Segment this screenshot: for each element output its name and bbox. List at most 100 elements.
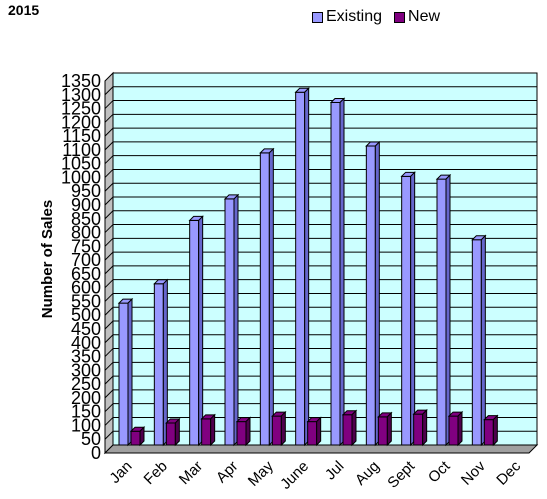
x-tick-label: May [245, 457, 277, 489]
y-tick-label: 1100 [62, 140, 101, 160]
y-tick-label: 1000 [61, 167, 101, 187]
x-tick-label: Aug [352, 458, 383, 489]
bar-existing-side [480, 234, 486, 447]
y-tick-label: 700 [71, 250, 101, 270]
x-tick-label: Dec [493, 457, 524, 488]
gridline-side [104, 224, 114, 233]
gridline-side [104, 251, 114, 261]
y-tick-label: 250 [71, 374, 101, 394]
y-tick-label: 200 [71, 388, 101, 408]
gridline-side [104, 210, 114, 220]
x-tick-label: June [277, 458, 312, 493]
bar-existing [189, 219, 200, 446]
gridline-side [104, 155, 114, 165]
y-tick-label: 1050 [61, 154, 101, 174]
x-tick-label: Apr [213, 458, 242, 487]
bar-existing [153, 283, 164, 446]
legend-label-existing: Existing [326, 8, 383, 25]
gridline-side [104, 389, 114, 399]
chart-title: 2015 [8, 2, 40, 18]
gridline-side [104, 306, 114, 316]
gridline-side [104, 430, 114, 440]
y-tick-label: 450 [71, 319, 101, 339]
legend: Existing New [312, 8, 440, 26]
y-tick-label: 1200 [61, 112, 101, 132]
bar-existing [224, 198, 235, 446]
bar-existing-side [304, 87, 310, 447]
bar-existing-side [233, 193, 239, 447]
gridline-side [104, 403, 114, 413]
y-tick-label: 350 [71, 347, 101, 367]
bar-new [130, 430, 141, 446]
y-tick-label: 650 [71, 264, 101, 284]
bar-new [483, 419, 494, 446]
y-tick-label: 900 [71, 195, 101, 215]
bar-existing-side [374, 140, 380, 447]
y-axis-label: Number of Sales [39, 200, 56, 318]
bar-new [377, 416, 388, 446]
bar-new-side [174, 417, 180, 447]
y-tick-label: 300 [71, 360, 101, 380]
bar-new [307, 421, 318, 446]
gridline-side [104, 237, 114, 247]
gridline-side [104, 279, 114, 289]
gridline-side [104, 361, 114, 371]
x-tick-label: Nov [458, 457, 489, 488]
bar-existing [118, 302, 129, 446]
y-tick-label: 850 [71, 209, 101, 229]
y-tick-label: 1350 [61, 71, 101, 91]
bar-new [236, 421, 247, 446]
bar-new-side [245, 416, 251, 447]
y-tick-label: 1300 [61, 85, 101, 105]
gridline-side [104, 417, 114, 426]
bar-new [413, 413, 424, 446]
gridline-side [104, 375, 114, 385]
bar-new [342, 414, 353, 446]
bar-new-side [492, 414, 498, 447]
gridline-side [104, 127, 114, 137]
y-tick-label: 100 [71, 415, 101, 435]
bar-existing [330, 101, 341, 446]
bar-existing-side [198, 215, 204, 447]
legend-entry-new: New [394, 8, 440, 26]
gridline-side [104, 348, 114, 357]
bar-new-side [139, 426, 145, 447]
gridline-side [104, 100, 114, 109]
gridline-side [104, 169, 114, 178]
y-tick-label: 150 [71, 402, 101, 422]
bar-new-side [210, 413, 216, 447]
y-tick-label: 0 [91, 443, 101, 463]
bar-new-side [280, 410, 286, 447]
bar-new-side [422, 408, 428, 447]
x-tick-label: Oct [425, 457, 454, 486]
legend-swatch-existing [312, 11, 323, 23]
bar-existing [401, 175, 412, 446]
y-tick-label: 400 [71, 333, 101, 353]
gridline-side [104, 113, 114, 123]
y-tick-label: 1150 [62, 126, 101, 146]
bar-existing [365, 145, 376, 446]
bar-new-side [386, 411, 392, 447]
bar-existing-side [127, 297, 133, 447]
y-tick-label: 950 [71, 181, 101, 201]
y-tick-label: 800 [71, 223, 101, 243]
bar-new [271, 415, 282, 446]
bar-existing [259, 152, 270, 446]
gridline-side [104, 293, 114, 302]
bar-new-side [457, 410, 463, 447]
x-tick-label: Jul [322, 458, 348, 484]
x-tick-label: Jan [106, 458, 135, 487]
x-tick-label: Mar [176, 458, 206, 488]
bar-existing-side [339, 97, 345, 447]
y-tick-label: 50 [81, 429, 101, 449]
bar-existing-side [445, 173, 451, 447]
gridline-side [104, 196, 114, 206]
y-tick-label: 600 [71, 278, 101, 298]
y-tick-label: 750 [71, 236, 101, 256]
bar-new-side [351, 409, 357, 447]
gridline-side [104, 334, 114, 344]
gridline-side [104, 86, 114, 96]
bar-new [165, 422, 176, 446]
bar-existing-side [410, 171, 416, 447]
